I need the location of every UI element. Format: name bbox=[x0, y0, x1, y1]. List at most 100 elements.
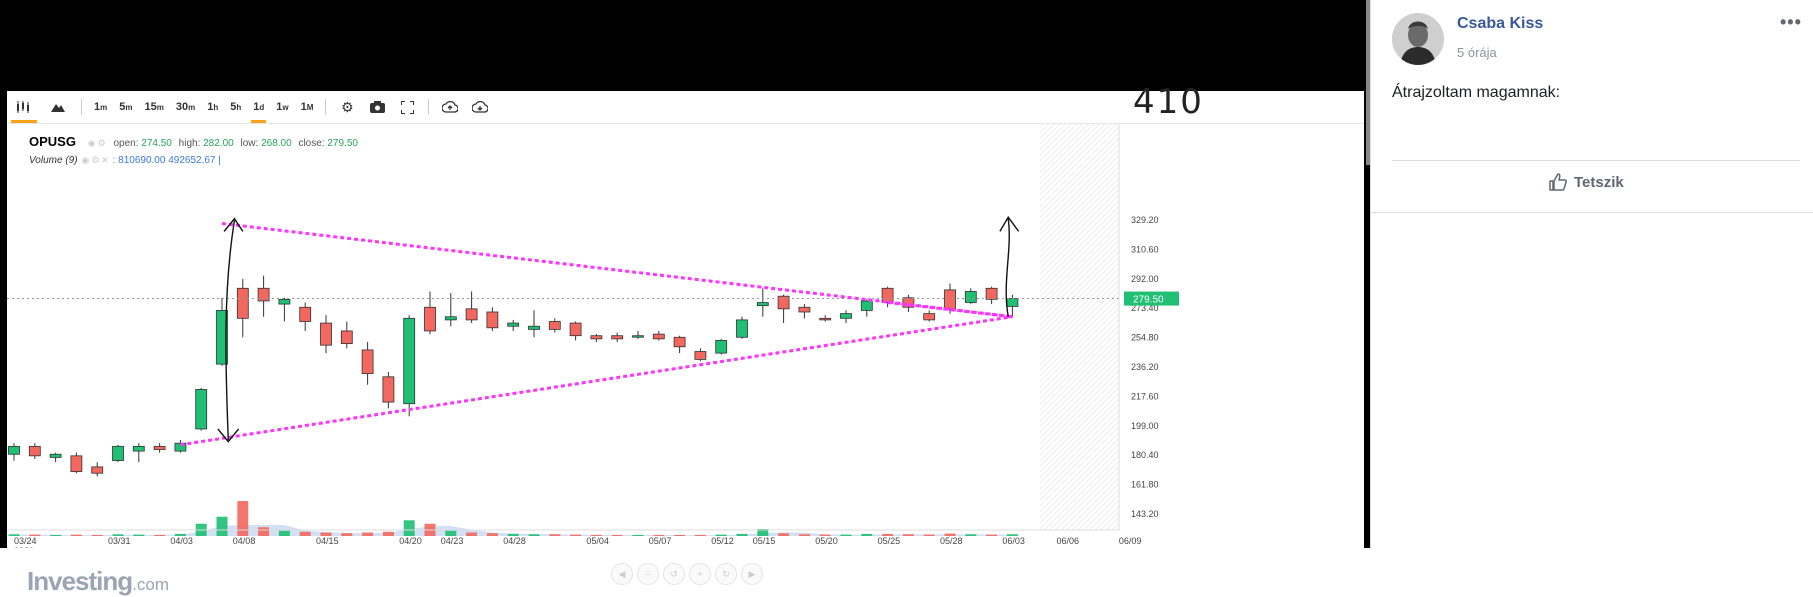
candle[interactable] bbox=[777, 295, 790, 310]
volume-bar bbox=[528, 534, 540, 536]
candle[interactable] bbox=[964, 291, 977, 303]
interval-unit: m bbox=[156, 102, 164, 112]
mountain-icon[interactable] bbox=[41, 91, 75, 123]
candle[interactable] bbox=[860, 300, 873, 311]
cloud-upload-icon[interactable] bbox=[435, 91, 465, 123]
more-options-button[interactable]: ••• bbox=[1780, 12, 1802, 32]
open-value: 274.50 bbox=[141, 138, 172, 149]
author-name[interactable]: Csaba Kiss bbox=[1457, 15, 1544, 32]
candle[interactable] bbox=[153, 445, 166, 450]
candle[interactable] bbox=[548, 321, 561, 330]
candle[interactable] bbox=[70, 455, 83, 473]
candle[interactable] bbox=[507, 322, 520, 327]
price-chart[interactable]: 329.20 310.60 292.00 273.40 254.80 236.20 217.… bbox=[7, 124, 1364, 548]
candle[interactable] bbox=[112, 445, 124, 461]
gear-icon[interactable]: ⚙ bbox=[341, 98, 354, 115]
camera-icon[interactable] bbox=[362, 91, 392, 123]
candle[interactable] bbox=[236, 287, 249, 319]
scrollbar[interactable] bbox=[1366, 0, 1370, 165]
candle[interactable] bbox=[944, 289, 956, 310]
refresh-icon[interactable]: ↻ bbox=[715, 563, 737, 585]
candle[interactable] bbox=[486, 311, 499, 329]
candle[interactable] bbox=[195, 389, 208, 430]
candle[interactable] bbox=[528, 325, 540, 330]
measure-arrow-head bbox=[217, 428, 240, 443]
candle[interactable] bbox=[652, 333, 665, 340]
candle[interactable] bbox=[361, 349, 374, 375]
y-tick-label: 161.80 bbox=[1131, 480, 1159, 490]
candle[interactable] bbox=[382, 376, 395, 403]
volume-bar bbox=[882, 533, 894, 536]
candle[interactable] bbox=[673, 336, 686, 348]
interval-unit: M bbox=[306, 102, 314, 112]
fullscreen-icon[interactable] bbox=[392, 91, 422, 123]
candle[interactable] bbox=[174, 442, 187, 452]
candle[interactable] bbox=[8, 445, 20, 455]
candle[interactable] bbox=[694, 351, 707, 360]
x-tick-label: 05/12 bbox=[711, 536, 734, 546]
low-label: low: bbox=[240, 138, 259, 149]
candle[interactable] bbox=[611, 335, 624, 340]
candle[interactable] bbox=[28, 445, 41, 457]
candle[interactable] bbox=[798, 306, 811, 313]
scroll-right-icon[interactable]: ▶ bbox=[741, 563, 763, 585]
candle[interactable] bbox=[49, 453, 62, 458]
candle[interactable] bbox=[756, 302, 769, 307]
volume-bar bbox=[653, 534, 665, 536]
volume-bar bbox=[570, 534, 582, 536]
candle[interactable] bbox=[569, 322, 582, 337]
candle[interactable] bbox=[840, 313, 852, 319]
interval-30m-button[interactable]: 30 m bbox=[170, 91, 201, 123]
candle[interactable] bbox=[320, 322, 332, 346]
candle[interactable] bbox=[632, 335, 644, 338]
investing-logo: Investing.com bbox=[27, 566, 169, 597]
eye-icon: ◉ bbox=[87, 138, 96, 148]
zoom-in-icon[interactable]: + bbox=[689, 563, 711, 585]
candle[interactable] bbox=[902, 297, 915, 308]
interval-unit: m bbox=[125, 102, 133, 112]
candle[interactable] bbox=[923, 313, 936, 321]
volume-bar bbox=[91, 534, 103, 536]
candle[interactable] bbox=[985, 287, 998, 300]
candles-icon[interactable] bbox=[7, 91, 41, 123]
candle[interactable] bbox=[132, 445, 145, 452]
interval-15m-button[interactable]: 15 m bbox=[139, 91, 170, 123]
candle[interactable] bbox=[91, 466, 104, 474]
avatar[interactable] bbox=[1392, 13, 1444, 65]
volume-bar bbox=[861, 533, 873, 536]
candle[interactable] bbox=[340, 330, 353, 345]
chart-nav-controls: ◀ − ↺ + ↻ ▶ bbox=[611, 563, 763, 585]
candle[interactable] bbox=[299, 306, 312, 322]
candle[interactable] bbox=[590, 335, 603, 340]
candle[interactable] bbox=[424, 306, 436, 332]
future-area bbox=[1040, 124, 1119, 530]
volume-bar bbox=[466, 532, 478, 536]
post-timestamp[interactable]: 5 órája bbox=[1457, 45, 1497, 60]
like-button[interactable]: Tetszik bbox=[1548, 172, 1624, 192]
current-price-tag bbox=[1124, 291, 1179, 306]
candle[interactable] bbox=[444, 316, 457, 321]
candle[interactable] bbox=[465, 308, 478, 321]
candle[interactable] bbox=[403, 317, 416, 405]
high-label: high: bbox=[178, 138, 201, 149]
reset-icon[interactable]: ↺ bbox=[663, 563, 685, 585]
zoom-out-icon[interactable]: − bbox=[637, 563, 659, 585]
candle[interactable] bbox=[819, 317, 832, 321]
candle[interactable] bbox=[216, 310, 228, 365]
candle[interactable] bbox=[257, 287, 270, 302]
candle[interactable] bbox=[736, 319, 748, 338]
candle[interactable] bbox=[1006, 298, 1019, 307]
volume-values: : 810690.00 492652.67 | bbox=[112, 155, 221, 166]
candle[interactable] bbox=[278, 298, 291, 305]
candle[interactable] bbox=[715, 340, 728, 354]
scroll-left-icon[interactable]: ◀ bbox=[611, 563, 633, 585]
cloud-download-icon[interactable] bbox=[465, 91, 495, 123]
divider bbox=[1371, 212, 1813, 213]
